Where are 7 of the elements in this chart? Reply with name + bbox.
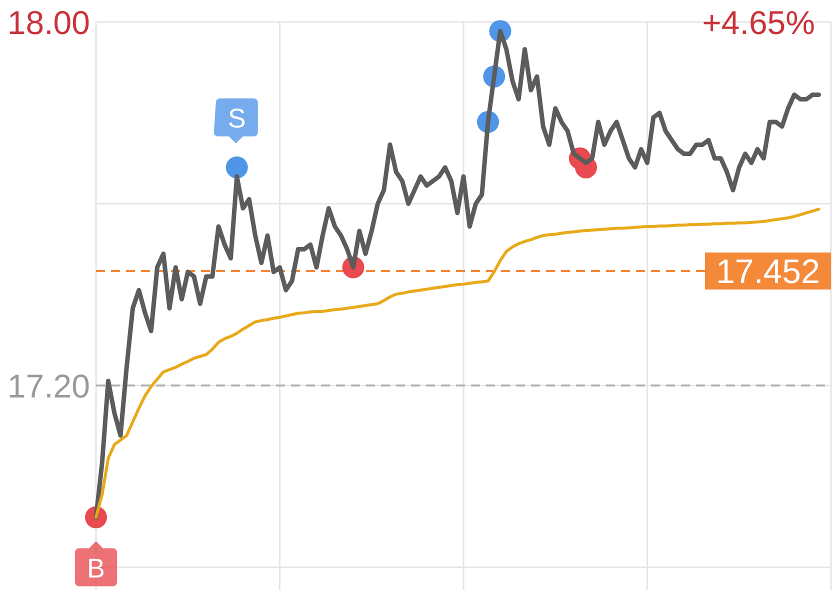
- annotation: +4.65%: [702, 4, 815, 41]
- annotation: S: [228, 103, 246, 134]
- point: [226, 156, 248, 178]
- y-tick-label: 17.20: [7, 367, 90, 404]
- y-tick-label: 18.00: [7, 4, 90, 41]
- annotation: B: [86, 553, 106, 584]
- ref-line-label: 17.452: [716, 253, 820, 292]
